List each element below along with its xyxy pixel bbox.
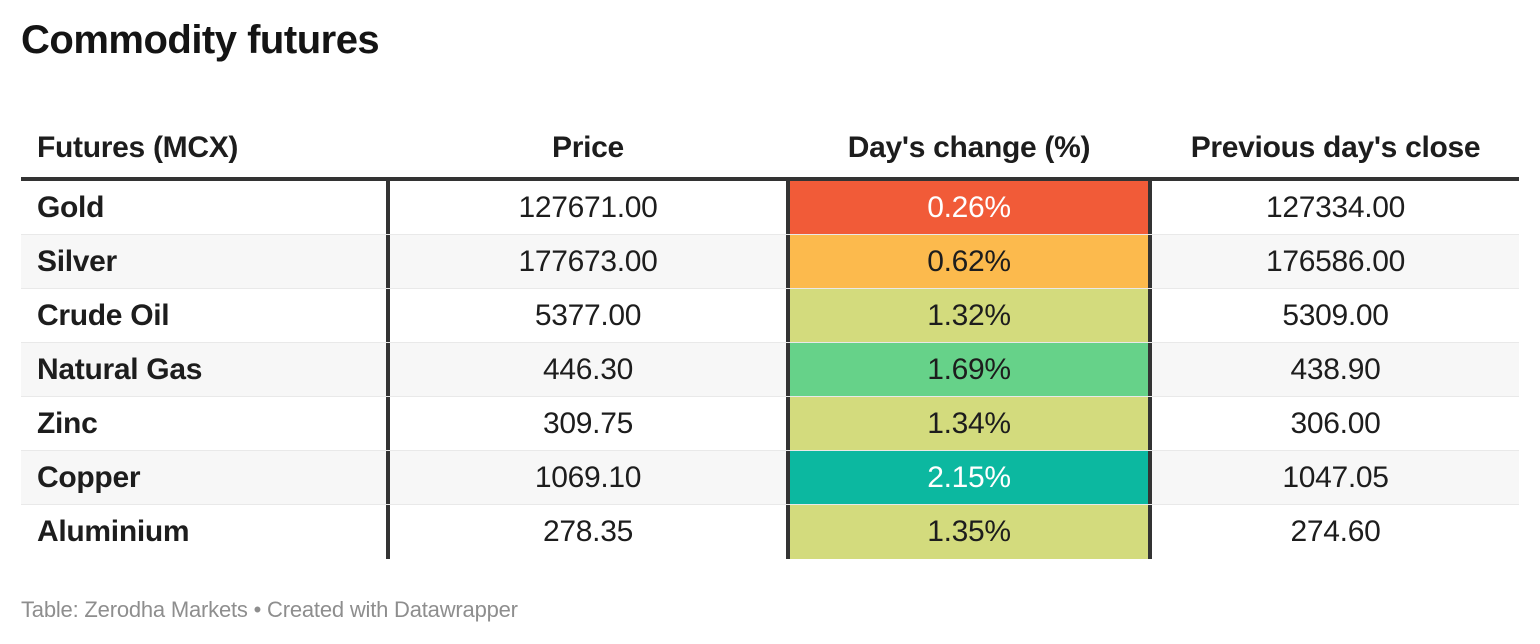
column-header-prev-close: Previous day's close [1190,131,1481,164]
day-change-cell: 1.32% [786,289,1152,342]
day-change-cell: 1.35% [786,505,1152,559]
price-cell: 1069.10 [534,460,642,494]
page-title: Commodity futures [21,18,380,62]
prev-close-cell: 306.00 [1290,406,1381,440]
day-change-cell: 0.62% [786,235,1152,288]
day-change-cell: 0.26% [786,181,1152,234]
futures-name-cell: Natural Gas [21,343,390,396]
prev-close-cell: 274.60 [1290,515,1381,548]
price-cell: 5377.00 [534,298,642,332]
price-cell: 127671.00 [518,190,658,224]
futures-name-cell: Gold [21,181,390,234]
column-header-price: Price [552,131,624,164]
price-cell: 446.30 [543,352,633,386]
price-cell: 177673.00 [518,244,658,278]
day-change-cell: 2.15% [786,451,1152,504]
table-row: Zinc 309.75 1.34% 306.00 [21,397,1519,451]
table-body: Gold 127671.00 0.26% 127334.00 Silver 17… [21,181,1519,559]
table-header-row: Futures (MCX) Price Day's change (%) Pre… [21,119,1519,181]
price-cell: 278.35 [543,515,633,548]
prev-close-cell: 5309.00 [1282,298,1389,332]
column-header-futures: Futures (MCX) [37,131,239,164]
prev-close-cell: 1047.05 [1282,460,1389,494]
futures-name-cell: Copper [21,451,390,504]
prev-close-cell: 438.90 [1290,352,1381,386]
futures-name-cell: Silver [21,235,390,288]
futures-name-cell: Aluminium [21,505,390,559]
table-row: Gold 127671.00 0.26% 127334.00 [21,181,1519,235]
table-attribution: Table: Zerodha Markets • Created with Da… [21,597,518,622]
day-change-cell: 1.34% [786,397,1152,450]
column-header-change: Day's change (%) [847,131,1091,164]
commodity-futures-table: Futures (MCX) Price Day's change (%) Pre… [21,119,1519,559]
futures-name-cell: Zinc [21,397,390,450]
price-cell: 309.75 [543,406,633,440]
day-change-cell: 1.69% [786,343,1152,396]
futures-name-cell: Crude Oil [21,289,390,342]
table-row: Crude Oil 5377.00 1.32% 5309.00 [21,289,1519,343]
table-row: Aluminium 278.35 1.35% 274.60 [21,505,1519,559]
table-row: Natural Gas 446.30 1.69% 438.90 [21,343,1519,397]
prev-close-cell: 127334.00 [1265,190,1406,224]
prev-close-cell: 176586.00 [1265,244,1406,278]
table-row: Copper 1069.10 2.15% 1047.05 [21,451,1519,505]
table-row: Silver 177673.00 0.62% 176586.00 [21,235,1519,289]
